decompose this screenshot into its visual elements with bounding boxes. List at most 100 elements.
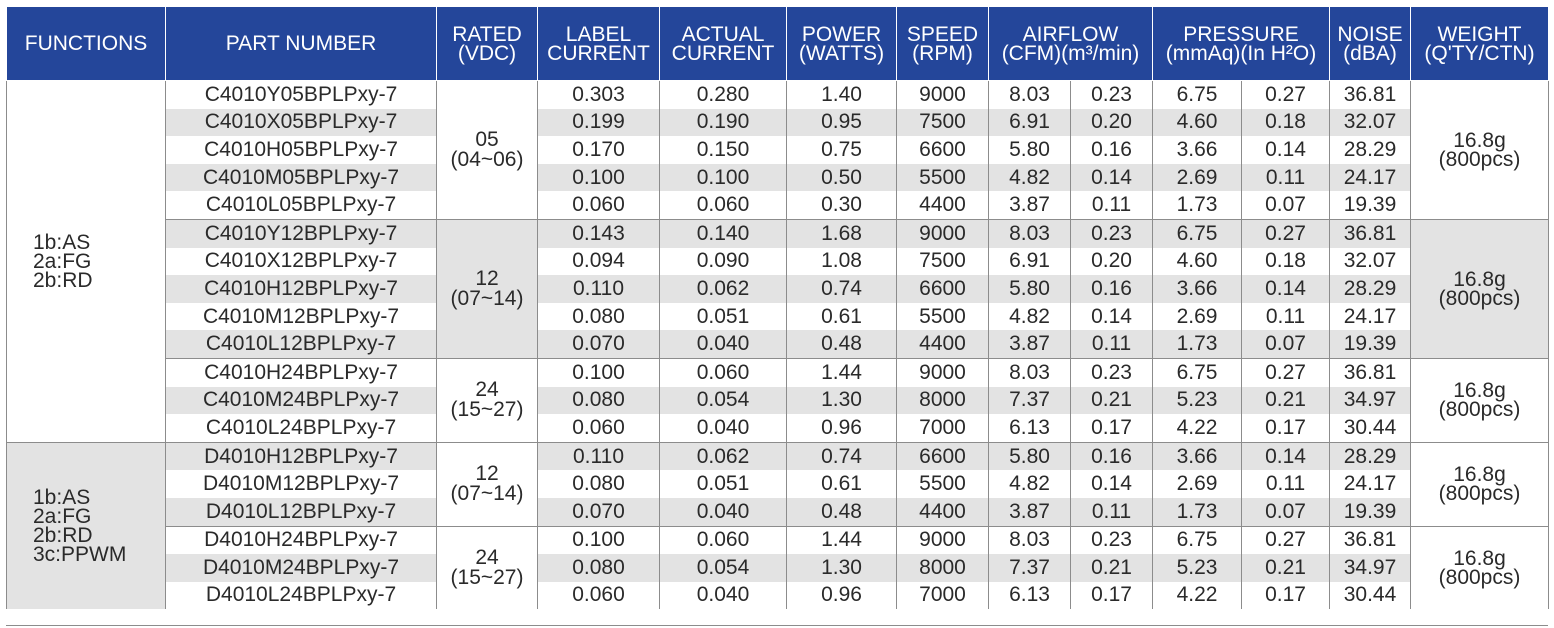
weight-value: 16.8g (1453, 546, 1506, 570)
noise-cell: 19.39 (1329, 330, 1411, 359)
power-cell: 0.95 (786, 108, 897, 137)
speed-cell: 8000 (896, 554, 989, 582)
pressure-inh2o-cell: 0.27 (1241, 357, 1330, 387)
actual-current-cell: 0.140 (659, 218, 787, 248)
power-cell: 1.68 (786, 218, 897, 248)
weight-value: 16.8g (1453, 267, 1506, 291)
weight-cell: 16.8g (800pcs) (1410, 218, 1549, 359)
pressure-mmaq-cell: 4.22 (1152, 581, 1242, 610)
airflow-cfm-cell: 7.37 (988, 386, 1071, 415)
table-row: C4010H24BPLPxy-7 24 (15~27) 0.100 0.060 1.44 9… (7, 357, 1549, 443)
table-row: D4010H24BPLPxy-7 24 (15~27) 0.100 0.060 1.44 9… (7, 525, 1549, 610)
part-number-cell: C4010M12BPLPxy-7 (165, 302, 437, 331)
rated-vdc-cell: 12 (07~14) (436, 218, 538, 359)
table-row: D4010L24BPLPxy-7 0.060 0.040 0.96 7000 6.13 0.… (7, 581, 1549, 610)
actual-current-cell: 0.190 (659, 108, 787, 137)
pressure-inh2o-cell: 0.21 (1241, 554, 1330, 582)
pressure-mmaq-cell: 3.66 (1152, 441, 1242, 471)
table-row: D4010M12BPLPxy-7 0.080 0.051 0.61 5500 4.82 0.… (7, 470, 1549, 498)
speed-cell: 5500 (896, 163, 989, 192)
label-current-cell: 0.303 (537, 80, 660, 109)
speed-cell: 5500 (896, 302, 989, 331)
label-current-cell: 0.094 (537, 247, 660, 276)
airflow-m3min-cell: 0.14 (1070, 163, 1153, 192)
label-current-cell: 0.100 (537, 525, 660, 555)
function-code: 1b:AS (33, 486, 91, 509)
pressure-mmaq-cell: 6.75 (1152, 80, 1242, 109)
speed-cell: 7000 (896, 581, 989, 610)
actual-current-cell: 0.040 (659, 330, 787, 359)
pressure-mmaq-cell: 6.75 (1152, 525, 1242, 555)
airflow-m3min-cell: 0.23 (1070, 525, 1153, 555)
table-row: C4010M24BPLPxy-7 0.080 0.054 1.30 8000 7.37 0.… (7, 386, 1549, 415)
table-row: C4010M05BPLPxy-7 0.100 0.100 0.50 5500 4.82 0.… (7, 163, 1549, 192)
table-row: 1b:AS 2a:FG 2b:RD C4010Y05BPLPxy-7 05 (04~06)… (6, 80, 1549, 443)
function-code: 2a:FG (33, 505, 92, 528)
header-speed: SPEED (RPM) (896, 6, 989, 81)
pressure-mmaq-cell: 3.66 (1152, 275, 1242, 303)
weight-cell: 16.8g (800pcs) (1410, 525, 1549, 610)
actual-current-cell: 0.100 (659, 163, 787, 192)
pressure-mmaq-cell: 4.60 (1152, 108, 1242, 137)
table-row: D4010M24BPLPxy-7 0.080 0.054 1.30 8000 7.37 0.… (7, 554, 1549, 582)
part-number-cell: C4010L12BPLPxy-7 (165, 330, 437, 359)
speed-cell: 9000 (896, 525, 989, 555)
header-noise: NOISE (dBA) (1329, 6, 1411, 81)
airflow-cfm-cell: 6.13 (988, 581, 1071, 610)
voltage-range: (04~06) (450, 147, 524, 171)
pressure-mmaq-cell: 1.73 (1152, 191, 1242, 220)
header-power: POWER (WATTS) (786, 6, 897, 81)
power-cell: 0.48 (786, 497, 897, 526)
airflow-cfm-cell: 6.91 (988, 247, 1071, 276)
airflow-cfm-cell: 8.03 (988, 357, 1071, 387)
rated-voltage: 12 (475, 462, 499, 486)
airflow-cfm-cell: 4.82 (988, 163, 1071, 192)
speed-cell: 9000 (896, 80, 989, 109)
pressure-mmaq-cell: 2.69 (1152, 302, 1242, 331)
airflow-m3min-cell: 0.21 (1070, 554, 1153, 582)
rated-voltage: 05 (475, 127, 499, 151)
carton-quantity: (800pcs) (1438, 147, 1521, 171)
rated-vdc-cell: 05 (04~06) (436, 80, 538, 220)
table-row: C4010L05BPLPxy-7 0.060 0.060 0.30 4400 3.87 0.… (7, 191, 1549, 220)
weight-value: 16.8g (1453, 379, 1506, 403)
header-row: FUNCTIONS PART NUMBER RATED (VDC) LABEL CU… (6, 6, 1549, 81)
noise-cell: 32.07 (1329, 247, 1411, 276)
functions-cell: 1b:AS 2a:FG 2b:RD 3c:PPWM (6, 441, 166, 610)
speed-cell: 5500 (896, 470, 989, 498)
power-cell: 0.48 (786, 330, 897, 359)
part-number-cell: C4010L05BPLPxy-7 (165, 191, 437, 220)
power-cell: 0.75 (786, 136, 897, 164)
speed-cell: 9000 (896, 357, 989, 387)
noise-cell: 19.39 (1329, 191, 1411, 220)
functions-cell: 1b:AS 2a:FG 2b:RD (6, 80, 166, 443)
airflow-cfm-cell: 8.03 (988, 218, 1071, 248)
weight-value: 16.8g (1453, 128, 1506, 152)
speed-cell: 9000 (896, 218, 989, 248)
power-cell: 0.74 (786, 441, 897, 471)
airflow-cfm-cell: 4.82 (988, 302, 1071, 331)
weight-cell: 16.8g (800pcs) (1410, 357, 1549, 443)
actual-current-cell: 0.280 (659, 80, 787, 109)
part-number-cell: C4010Y12BPLPxy-7 (165, 218, 437, 248)
pressure-mmaq-cell: 6.75 (1152, 357, 1242, 387)
pressure-inh2o-cell: 0.27 (1241, 80, 1330, 109)
function-code: 2b:RD (33, 524, 93, 547)
pressure-mmaq-cell: 5.23 (1152, 554, 1242, 582)
label-current-cell: 0.060 (537, 414, 660, 443)
label-current-cell: 0.170 (537, 136, 660, 164)
label-current-cell: 0.143 (537, 218, 660, 248)
part-number-cell: C4010X12BPLPxy-7 (165, 247, 437, 276)
pressure-inh2o-cell: 0.07 (1241, 497, 1330, 526)
weight-cell: 16.8g (800pcs) (1410, 80, 1549, 220)
pressure-inh2o-cell: 0.11 (1241, 163, 1330, 192)
part-number-cell: D4010M24BPLPxy-7 (165, 554, 437, 582)
airflow-m3min-cell: 0.16 (1070, 441, 1153, 471)
table-row: C4010L24BPLPxy-7 0.060 0.040 0.96 7000 6.13 0.… (7, 414, 1549, 443)
airflow-m3min-cell: 0.16 (1070, 136, 1153, 164)
table-row: 1b:AS 2a:FG 2b:RD 3c:PPWM D4010H12BPLPxy-7 12… (6, 441, 1549, 610)
part-number-cell: C4010Y05BPLPxy-7 (165, 80, 437, 109)
pressure-inh2o-cell: 0.14 (1241, 275, 1330, 303)
label-current-cell: 0.080 (537, 554, 660, 582)
noise-cell: 28.29 (1329, 136, 1411, 164)
